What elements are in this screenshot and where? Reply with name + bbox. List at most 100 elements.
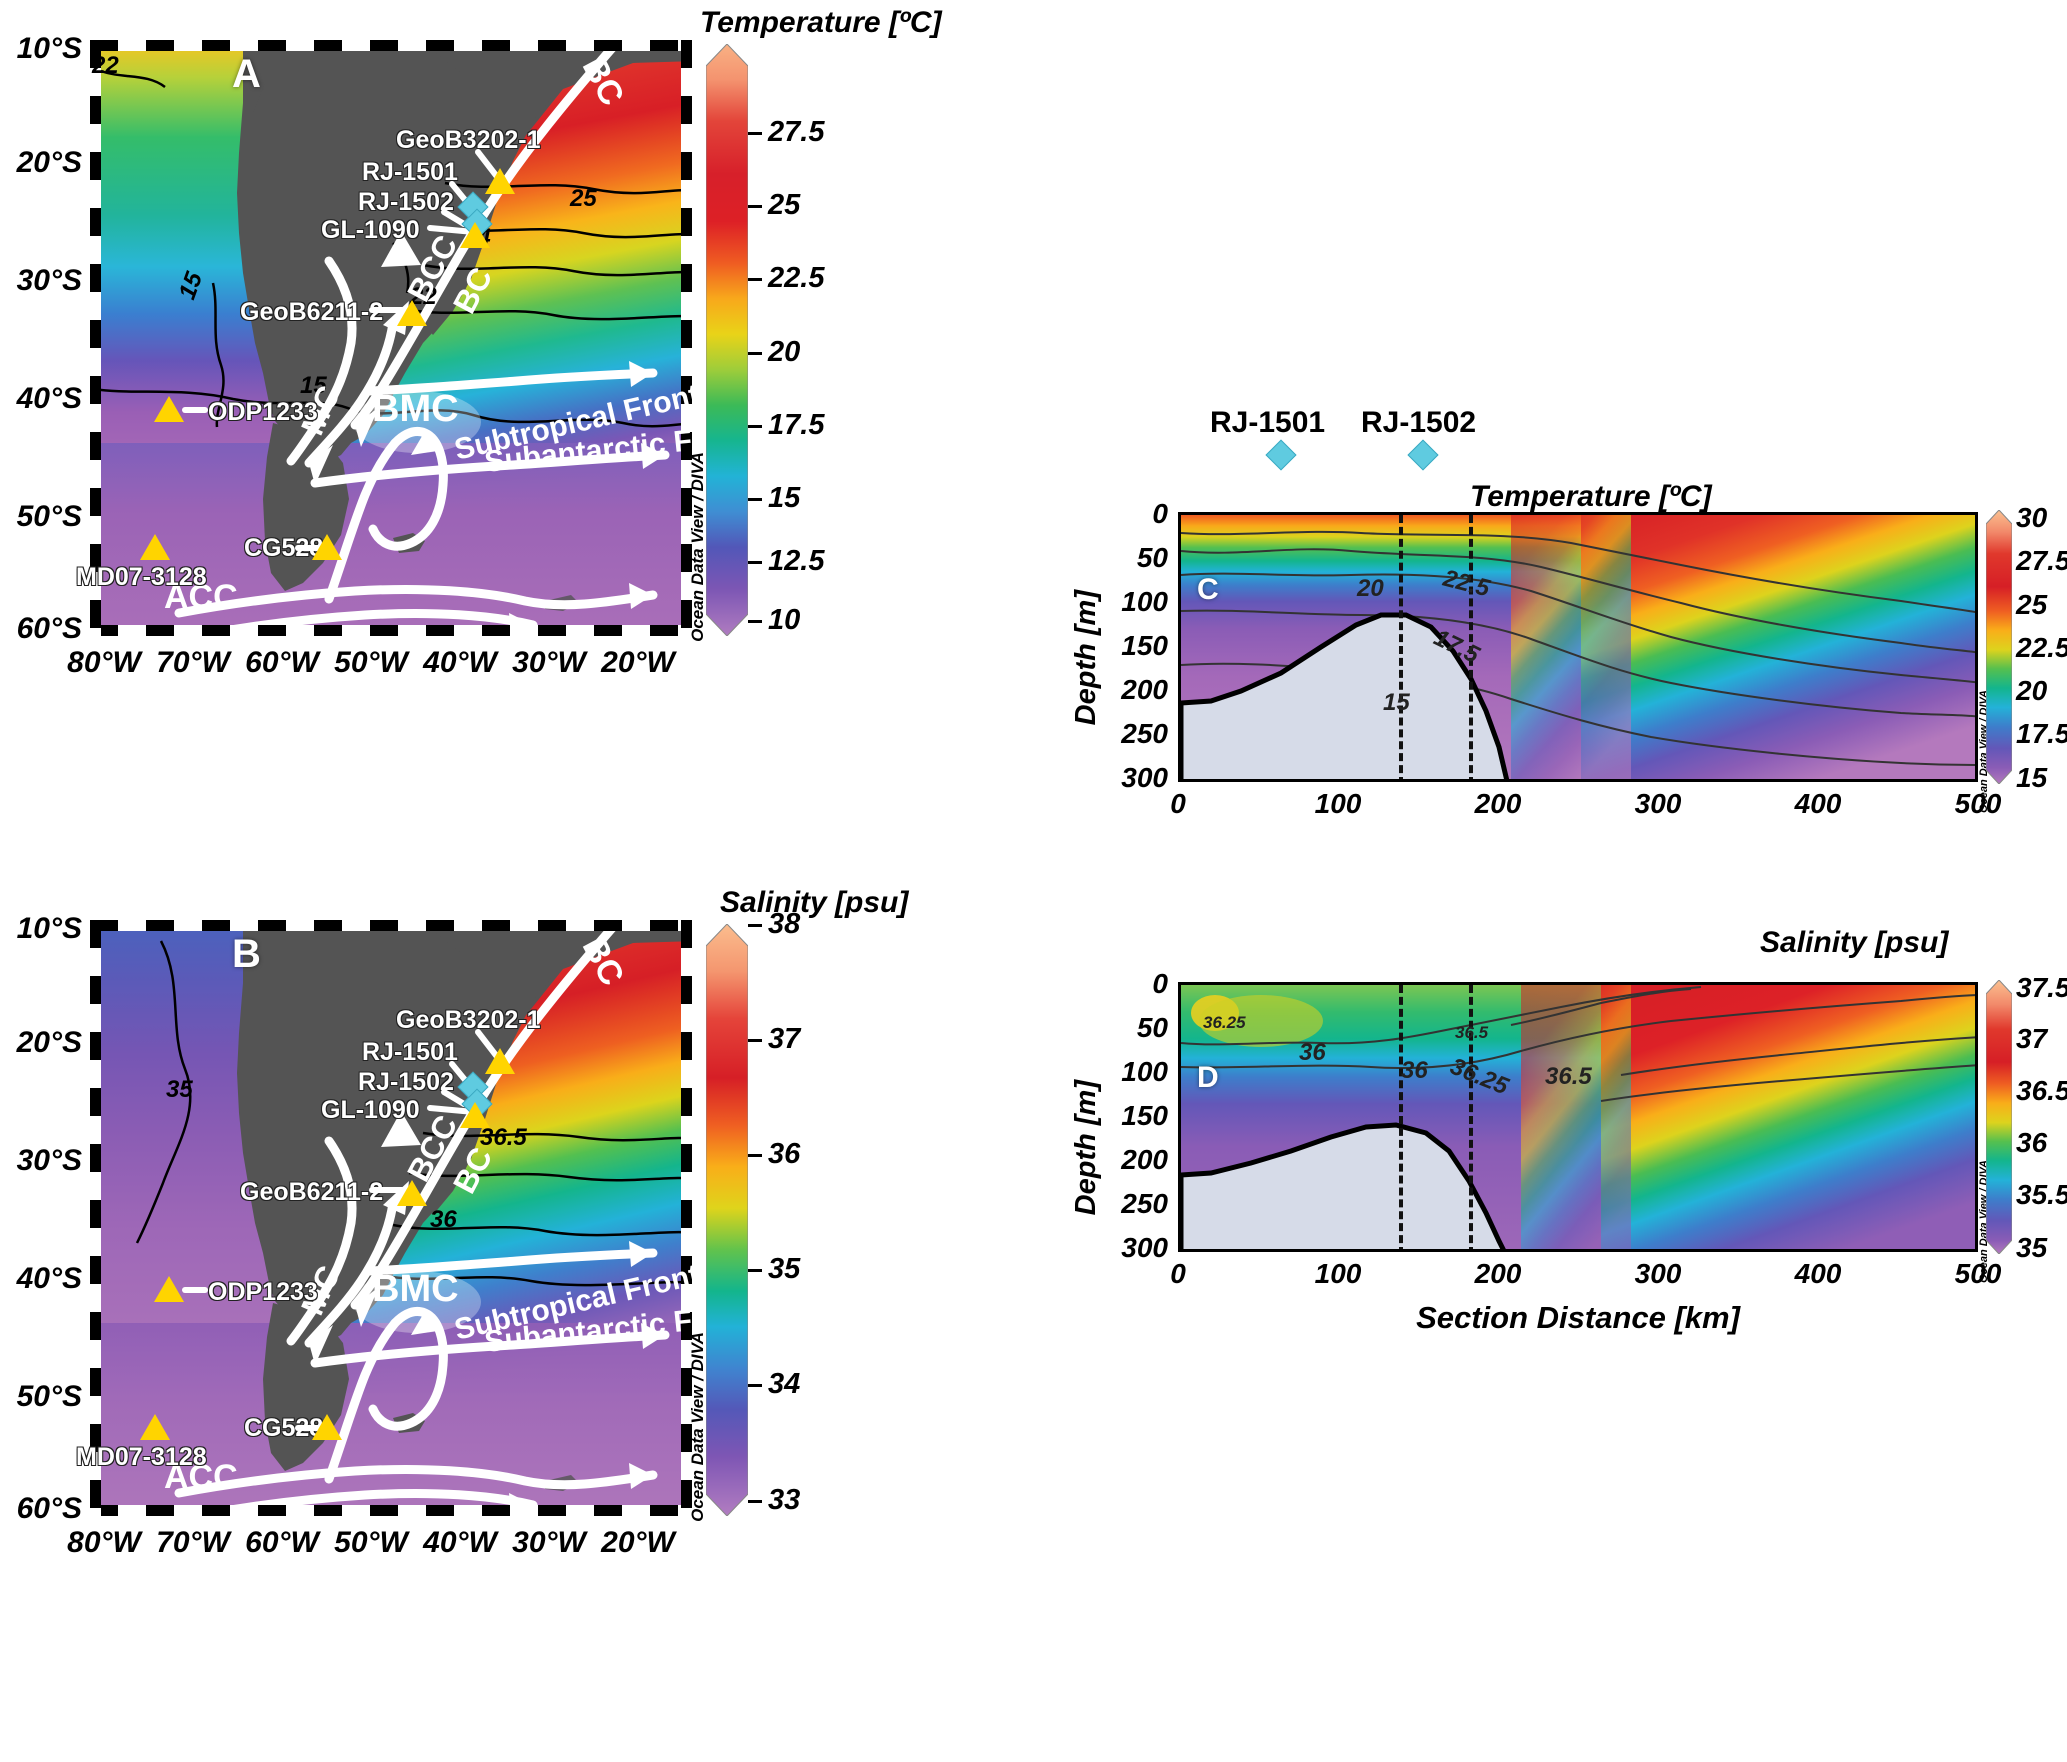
panel-b-map: [90, 920, 692, 1516]
panel-b-colorbar-title: Salinity [psu]: [720, 886, 909, 919]
panel-d-ytick-0: 0: [1152, 968, 1168, 999]
panel-a-map: [90, 40, 692, 636]
panel-c-xtick-400: 400: [1794, 788, 1842, 819]
site-label-rj-1502-b: RJ-1502: [358, 1068, 454, 1096]
panel-c-station-marker-rj-1502: [1407, 439, 1439, 471]
site-marker-gl-1090-b: [460, 1102, 490, 1128]
lon-label-20w-b: 20°W: [601, 1526, 675, 1559]
panel-d: Salinity [psu] Depth [m] 0 50 100 150 20…: [1060, 880, 2067, 1360]
panel-a-cb-tick-20: 20: [748, 336, 800, 369]
panel-c-contour-17.5: 17.5: [1429, 624, 1484, 669]
panel-a-cb-tick-22.5: 22.5: [748, 262, 824, 295]
panel-a-cb-tick-17.5: 17.5: [748, 409, 824, 442]
panel-a-cb-tick-25: 25: [748, 189, 800, 222]
panel-c-ytick-200: 200: [1121, 674, 1168, 705]
panel-d-dashline-rj-1502: [1469, 985, 1473, 1249]
panel-a-left-ticks: [90, 40, 101, 636]
contour-label-25: 25: [570, 185, 597, 212]
lat-label-30s-b: 30°S: [16, 1144, 82, 1177]
lat-label-20s-b: 20°S: [16, 1026, 82, 1059]
panel-c-cb-tick-17.5: 17.5: [2016, 718, 2067, 749]
panel-a-colorbar-title: Temperature [ºC]: [700, 6, 942, 39]
panel-d-field: [1181, 985, 1975, 1249]
panel-d-xtick-0: 0: [1170, 1258, 1186, 1289]
site-label-odp1233: ODP1233: [208, 398, 318, 426]
current-label-bmc-b: BMC: [372, 1268, 459, 1310]
lon-label-40w: 40°W: [423, 646, 497, 679]
site-marker-cg528-b: [312, 1414, 342, 1440]
lat-label-60s-b: 60°S: [16, 1492, 82, 1525]
panel-c-cb-tick-30: 30: [2016, 502, 2048, 533]
lat-label-40s: 40°S: [16, 382, 82, 415]
panel-a-odv-credit: Ocean Data View / DIVA: [688, 452, 707, 642]
panel-c-ytick-150: 150: [1121, 630, 1168, 661]
panel-d-xlabel: Section Distance [km]: [1416, 1300, 1740, 1335]
panel-c-cb-tick-25: 25: [2016, 589, 2048, 620]
site-marker-md07-3128-b: [140, 1414, 170, 1440]
site-marker-gl-1090: [460, 222, 490, 248]
panel-c-xtick-500: 500: [1954, 788, 2002, 819]
site-marker-geob3202-1: [485, 168, 515, 194]
panel-c-ytick-50: 50: [1136, 542, 1168, 573]
panel-d-ytick-100: 100: [1121, 1056, 1168, 1087]
panel-d-xtick-500: 500: [1954, 1258, 2002, 1289]
panel-b-left-ticks: [90, 920, 101, 1516]
panel-a-cb-tick-10: 10: [748, 604, 800, 637]
panel-d-dashline-rj-1501: [1399, 985, 1403, 1249]
panel-c-xtick-300: 300: [1634, 788, 1682, 819]
panel-c-plot: C 20 22.5 17.5 15: [1178, 512, 1978, 782]
panel-c-colorbar: [1985, 509, 2013, 785]
panel-d-ytick-50: 50: [1136, 1012, 1168, 1043]
panel-c-ytick-0: 0: [1152, 498, 1168, 529]
panel-d-contour-36.5: 36.5: [1545, 1063, 1592, 1090]
site-label-md07-3128: MD07-3128: [76, 563, 207, 591]
site-label-geob3202-1: GeoB3202-1: [396, 126, 541, 154]
lat-label-10s: 10°S: [16, 32, 82, 65]
lon-label-60w-b: 60°W: [245, 1526, 319, 1559]
site-label-odp1233-b: ODP1233: [208, 1278, 318, 1306]
panel-c-ylabel: Depth [m]: [1070, 590, 1102, 726]
panel-b-odv-credit: Ocean Data View / DIVA: [688, 1332, 707, 1522]
panel-c-contour-15: 15: [1383, 689, 1410, 716]
panel-a-top-ticks: [90, 40, 692, 51]
panel-b-cb-tick-38: 38: [748, 908, 800, 941]
lon-label-40w-b: 40°W: [423, 1526, 497, 1559]
site-marker-cg528: [312, 534, 342, 560]
panel-d-colorbar-title: Salinity [psu]: [1760, 926, 1949, 959]
site-marker-md07-3128: [140, 534, 170, 560]
contour-label-36.5: 36.5: [480, 1124, 527, 1151]
panel-c-station-marker-rj-1501: [1265, 439, 1297, 471]
panel-c-ytick-250: 250: [1121, 718, 1168, 749]
panel-b-cb-tick-37: 37: [748, 1023, 800, 1056]
panel-d-contour-36.5-upper: 36.5: [1455, 1023, 1489, 1042]
lat-label-60s: 60°S: [16, 612, 82, 645]
panel-a: Temperature [ºC] 10°S 20°S 30°S 40°S 50°…: [0, 0, 1010, 880]
panel-d-xtick-400: 400: [1794, 1258, 1842, 1289]
panel-b-cb-tick-33: 33: [748, 1484, 800, 1517]
panel-d-xtick-300: 300: [1634, 1258, 1682, 1289]
site-marker-geob6211-2-b: [397, 1180, 427, 1206]
panel-d-plot: D 36.25 36 36 36.5 36.25 36.5: [1178, 982, 1978, 1252]
lon-label-30w-b: 30°W: [512, 1526, 586, 1559]
site-label-rj-1501-b: RJ-1501: [362, 1038, 458, 1066]
panel-c: RJ-1501 RJ-1502 Temperature [ºC] Depth […: [1060, 390, 2067, 900]
panel-c-station-label-rj-1501: RJ-1501: [1210, 406, 1326, 439]
panel-c-ytick-100: 100: [1121, 586, 1168, 617]
panel-b-bottom-ticks: [90, 1505, 692, 1516]
contour-label-35: 35: [166, 1076, 193, 1103]
panel-a-colorbar: [705, 43, 749, 637]
panel-d-cb-tick-37.5: 37.5: [2016, 972, 2067, 1003]
panel-d-ytick-250: 250: [1121, 1188, 1168, 1219]
site-marker-geob3202-1-b: [485, 1048, 515, 1074]
panel-b-letter: B: [232, 932, 261, 976]
panel-d-cb-tick-36.5: 36.5: [2016, 1075, 2067, 1106]
lon-label-20w: 20°W: [601, 646, 675, 679]
site-label-geob6211-2-b: GeoB6211-2: [240, 1178, 384, 1206]
lon-label-30w: 30°W: [512, 646, 586, 679]
site-label-geob3202-1-b: GeoB3202-1: [396, 1006, 541, 1034]
panel-d-letter: D: [1197, 1061, 1219, 1094]
panel-c-dashline-rj-1501: [1399, 515, 1403, 779]
panel-b-right-ticks: [681, 920, 692, 1516]
lon-label-50w-b: 50°W: [334, 1526, 408, 1559]
lon-label-80w: 80°W: [67, 646, 141, 679]
